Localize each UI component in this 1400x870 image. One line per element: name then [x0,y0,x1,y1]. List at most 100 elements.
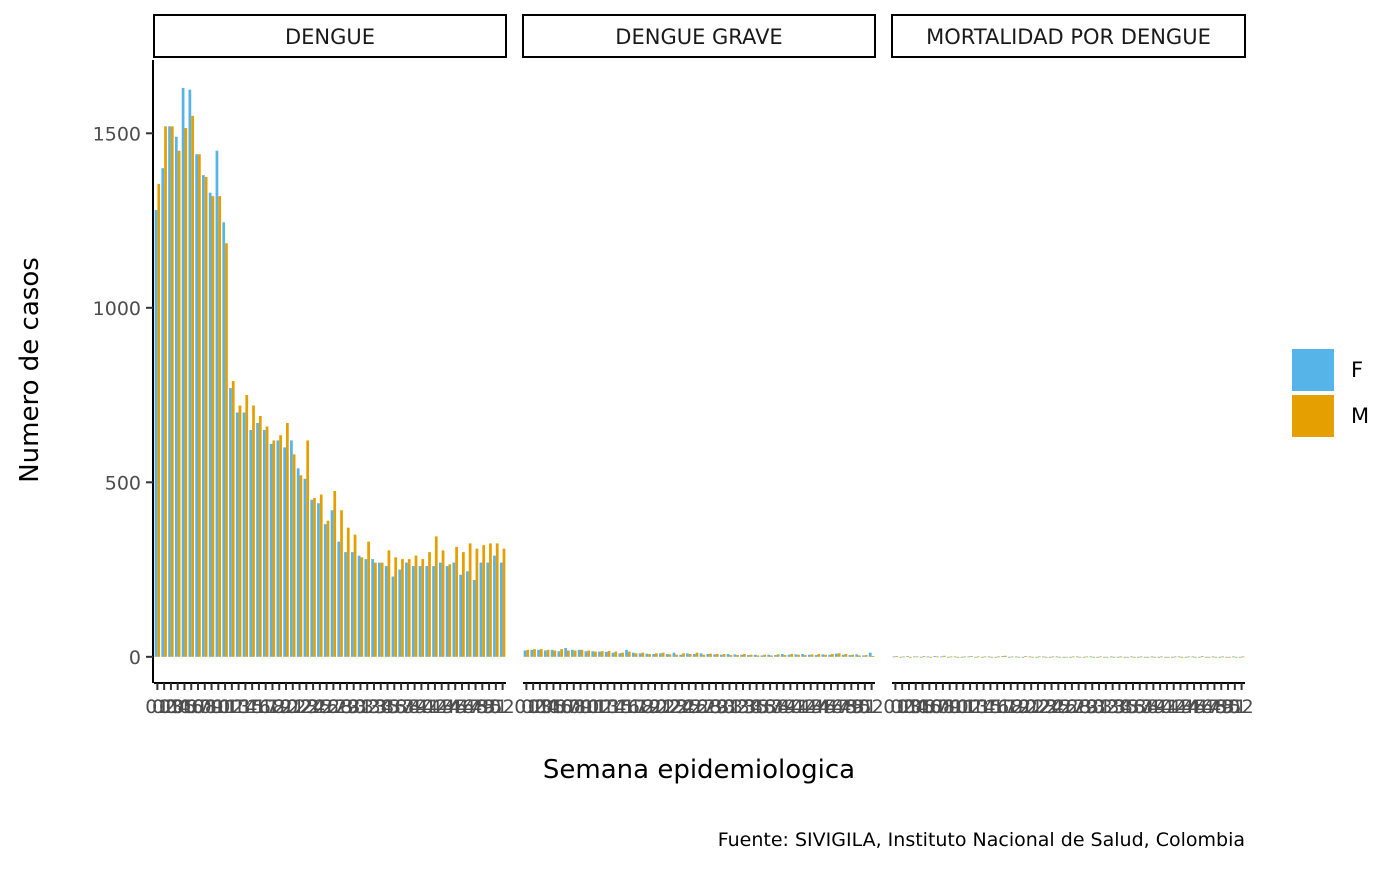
x-tick-label: 10 [944,696,968,718]
bar-m [252,405,255,657]
x-tick-label: 45 [812,696,836,718]
bar-m [695,652,699,657]
bar-m [844,654,848,657]
bar-f [780,654,784,657]
x-tick-label: 17 [254,696,278,718]
bar-f [1130,656,1133,658]
bar-m [1017,656,1021,658]
bar-m [387,550,391,657]
bar-m [682,653,685,657]
bar-m [306,440,310,657]
bar-f [1089,656,1093,658]
bar-m [1139,656,1143,658]
x-tick-label: 13 [227,696,251,718]
x-tick-label: 48 [1202,696,1226,718]
bar-m [1051,656,1055,658]
bar-m [736,655,739,657]
bar-m [394,557,398,657]
bar-f [350,552,354,657]
x-tick-label: 26 [1053,696,1077,718]
x-tick-label: 52 [1230,696,1254,718]
legend-key-f [1292,349,1334,391]
bar-m [1031,656,1034,658]
x-tick-label: 22 [1026,696,1050,718]
bar-m [1085,656,1089,658]
bar-m [475,548,479,657]
x-tick-label: 36 [382,696,406,718]
x-tick-label: 08 [193,696,217,718]
bar-f [208,192,212,657]
bar-m [441,550,445,657]
x-tick-label: 46 [819,696,843,718]
bar-m [292,454,296,657]
x-tick-label: 14 [233,696,257,718]
bar-f [174,136,178,657]
panel-strip [153,14,507,58]
bar-f [1001,656,1005,657]
bar-m [1207,656,1211,658]
bar-f [733,654,737,657]
bar-f [398,569,402,657]
bar-m [286,422,289,657]
x-tick-label: 03 [897,696,921,718]
bar-m [922,656,926,657]
x-tick-label: 34 [369,696,393,718]
bar-f [760,655,764,657]
x-tick-label: 47 [1196,696,1220,718]
x-tick-label: 21 [650,696,674,718]
x-tick-label: 27 [321,696,345,718]
x-tick-label: 32 [1094,696,1118,718]
panel-1: DENGUE GRAVE 0102030405060708091011121314… [514,14,884,718]
bar-f [571,649,574,657]
bar-f [1238,656,1242,658]
bar-m [641,652,645,657]
bar-m [600,651,604,657]
bar-f [1123,656,1127,658]
bar-f [262,429,266,657]
x-tick-label: 39 [772,696,796,718]
bar-f [418,566,422,657]
x-tick-label: 17 [992,696,1016,718]
bar-f [665,654,669,657]
x-tick-label: 33 [731,696,755,718]
bar-f [445,566,449,657]
bar-f [1211,656,1215,658]
bar-m [668,654,672,657]
bar-m [655,653,658,657]
x-tick-label: 36 [751,696,775,718]
bar-f [161,168,165,657]
x-tick-label: 22 [287,696,311,718]
bar-m [489,543,492,657]
bar-m [864,655,868,657]
x-tick-label: 43 [799,696,823,718]
bar-f [557,651,561,657]
bar-f [940,656,943,658]
bar-f [892,656,896,658]
x-tick-label: 16 [247,696,271,718]
bar-m [567,650,570,657]
x-tick-label: 06 [548,696,572,718]
bar-f [543,650,547,657]
bar-f [740,654,743,657]
bar-m [1228,656,1231,658]
bar-f [855,654,859,657]
bar-m [661,652,665,657]
x-tick-label: 38 [396,696,420,718]
bar-m [709,653,712,657]
bar-f [1116,656,1120,658]
x-tick-label: 52 [491,696,515,718]
bar-f [438,562,442,657]
bar-m [374,562,377,657]
x-tick-label: 12 [589,696,613,718]
x-tick-label: 25 [308,696,332,718]
bar-f [787,654,791,657]
bar-f [249,429,253,657]
x-tick-label: 28 [697,696,721,718]
x-tick-label: 41 [416,696,440,718]
bar-f [1028,656,1032,658]
bar-f [303,478,307,657]
bar-f [692,654,696,657]
y-tick-label: 1500 [93,123,141,145]
bar-f [432,566,435,657]
bar-m [407,559,411,657]
